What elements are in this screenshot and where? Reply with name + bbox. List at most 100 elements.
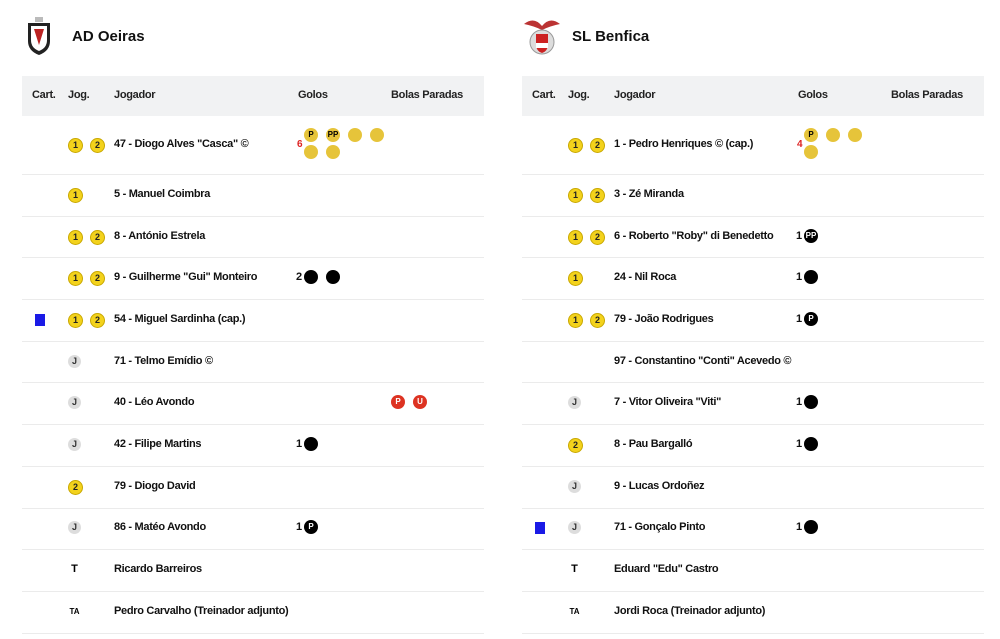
goal-count: 1 [796,438,802,451]
jog-badge: TA [69,606,80,616]
goal-count: 1 [296,521,302,534]
jog-badge: J [68,438,81,452]
goal-ball: P [304,128,318,142]
column-header: Bolas Paradas [891,89,963,101]
benfica-logo [524,20,560,55]
jog-badge: 2 [590,187,605,203]
player-row: J 71 - Gonçalo Pinto 1 [522,508,984,551]
player-row: 1 2 47 - Diogo Alves "Casca" © 6 P PP [22,116,484,175]
goal-ball [304,270,318,285]
goal-ball [370,128,384,142]
jog-badge: 1 [568,187,583,203]
player-row: 2 79 - Diogo David [22,466,484,509]
jog-badge: 2 [590,138,605,153]
jog-badge: 1 [68,271,83,287]
jog-badge: 1 [68,138,83,153]
jog-badge: 1 [68,312,83,328]
jog-badge: 2 [90,312,105,328]
player-name: 71 - Gonçalo Pinto [614,521,706,534]
team-panel: SL Benfica Cart. Jog. Jogador Golos Bolas Par… [522,0,984,639]
jog-badge: T [71,563,78,576]
goal-ball [326,270,340,285]
jog-badge: J [68,354,81,368]
player-name: 5 - Manuel Coimbra [114,187,211,200]
jog-badge: J [68,396,81,410]
player-row: 97 - Constantino "Conti" Acevedo © [522,341,984,384]
card [35,313,45,326]
player-row: TA Jordi Roca (Treinador adjunto) [522,591,984,634]
jog-badge: J [68,521,81,535]
player-row: 1 2 54 - Miguel Sardinha (cap.) [22,299,484,342]
player-name: 71 - Telmo Emídio © [114,354,213,367]
jog-badge: TA [569,606,580,616]
column-header: Jog. [568,89,590,101]
team-name: AD Oeiras [72,28,145,45]
jog-badge: 1 [568,271,583,287]
oeiras-logo [28,17,50,55]
player-row: J 40 - Léo Avondo P U [22,383,484,426]
player-name: 7 - Vitor Oliveira "Viti" [614,396,722,409]
goal-ball [804,270,818,285]
jog-badge: 1 [568,138,583,153]
player-name: Pedro Carvalho (Treinador adjunto) [114,604,289,617]
goal-count: 1 [296,438,302,451]
player-row: 1 24 - Nil Roca 1 [522,257,984,301]
player-row: J 9 - Lucas Ordoñez [522,466,984,509]
player-name: 8 - Pau Bargalló [614,438,693,451]
column-header: Jogador [614,89,656,101]
goal-count: 4 [797,139,803,150]
player-row: J 86 - Matéo Avondo 1 P [22,508,484,551]
player-name: Jordi Roca (Treinador adjunto) [614,604,766,617]
set-piece-icon: U [413,395,427,410]
goal-ball [804,520,818,535]
player-name: 1 - Pedro Henriques © (cap.) [614,138,754,150]
player-name: 42 - Filipe Martins [114,438,202,451]
player-name: 79 - Diogo David [114,479,196,492]
goal-ball: P [804,311,818,326]
player-name: 6 - Roberto "Roby" di Benedetto [614,229,774,242]
player-row: J 71 - Telmo Emídio © [22,341,484,384]
goal-ball: PP [326,128,340,142]
player-row: 2 8 - Pau Bargalló 1 [522,424,984,467]
player-name: 3 - Zé Miranda [614,187,684,200]
table-header: Cart. Jog. Jogador Golos Bolas Paradas [22,76,484,116]
player-row: 1 5 - Manuel Coimbra [22,174,484,217]
player-row: 1 2 79 - João Rodrigues 1 P [522,299,984,342]
jog-badge: 2 [590,229,605,245]
player-name: 24 - Nil Roca [614,271,677,284]
goal-count: 1 [796,312,802,325]
jog-badge: 1 [568,229,583,245]
goal-ball [326,145,340,159]
goal-ball [804,395,818,410]
goal-count: 6 [297,139,303,150]
team-panel: AD Oeiras Cart. Jog. Jogador Golos Bolas Para… [22,0,484,639]
goal-ball [826,128,840,142]
goal-ball [304,437,318,452]
card [535,522,545,535]
column-header: Cart. [532,89,556,101]
goal-count: 1 [796,229,802,242]
player-name: 9 - Guilherme "Gui" Monteiro [114,271,258,284]
column-header: Golos [298,89,328,101]
player-name: 9 - Lucas Ordoñez [614,479,705,492]
jog-badge: 2 [90,138,105,153]
player-name: 40 - Léo Avondo [114,396,195,409]
column-header: Cart. [32,89,56,101]
goal-count: 1 [796,396,802,409]
jog-badge: 1 [568,312,583,328]
player-name: 54 - Miguel Sardinha (cap.) [114,312,246,325]
goal-count: 1 [796,521,802,534]
jog-badge: 2 [90,229,105,245]
player-name: 47 - Diogo Alves "Casca" © [114,138,249,150]
goal-ball: PP [804,228,818,243]
table-header: Cart. Jog. Jogador Golos Bolas Paradas [522,76,984,116]
jog-badge: J [568,479,581,493]
jog-badge: J [568,521,581,535]
player-row: T Eduard "Edu" Castro [522,549,984,592]
jog-badge: 2 [568,438,583,454]
